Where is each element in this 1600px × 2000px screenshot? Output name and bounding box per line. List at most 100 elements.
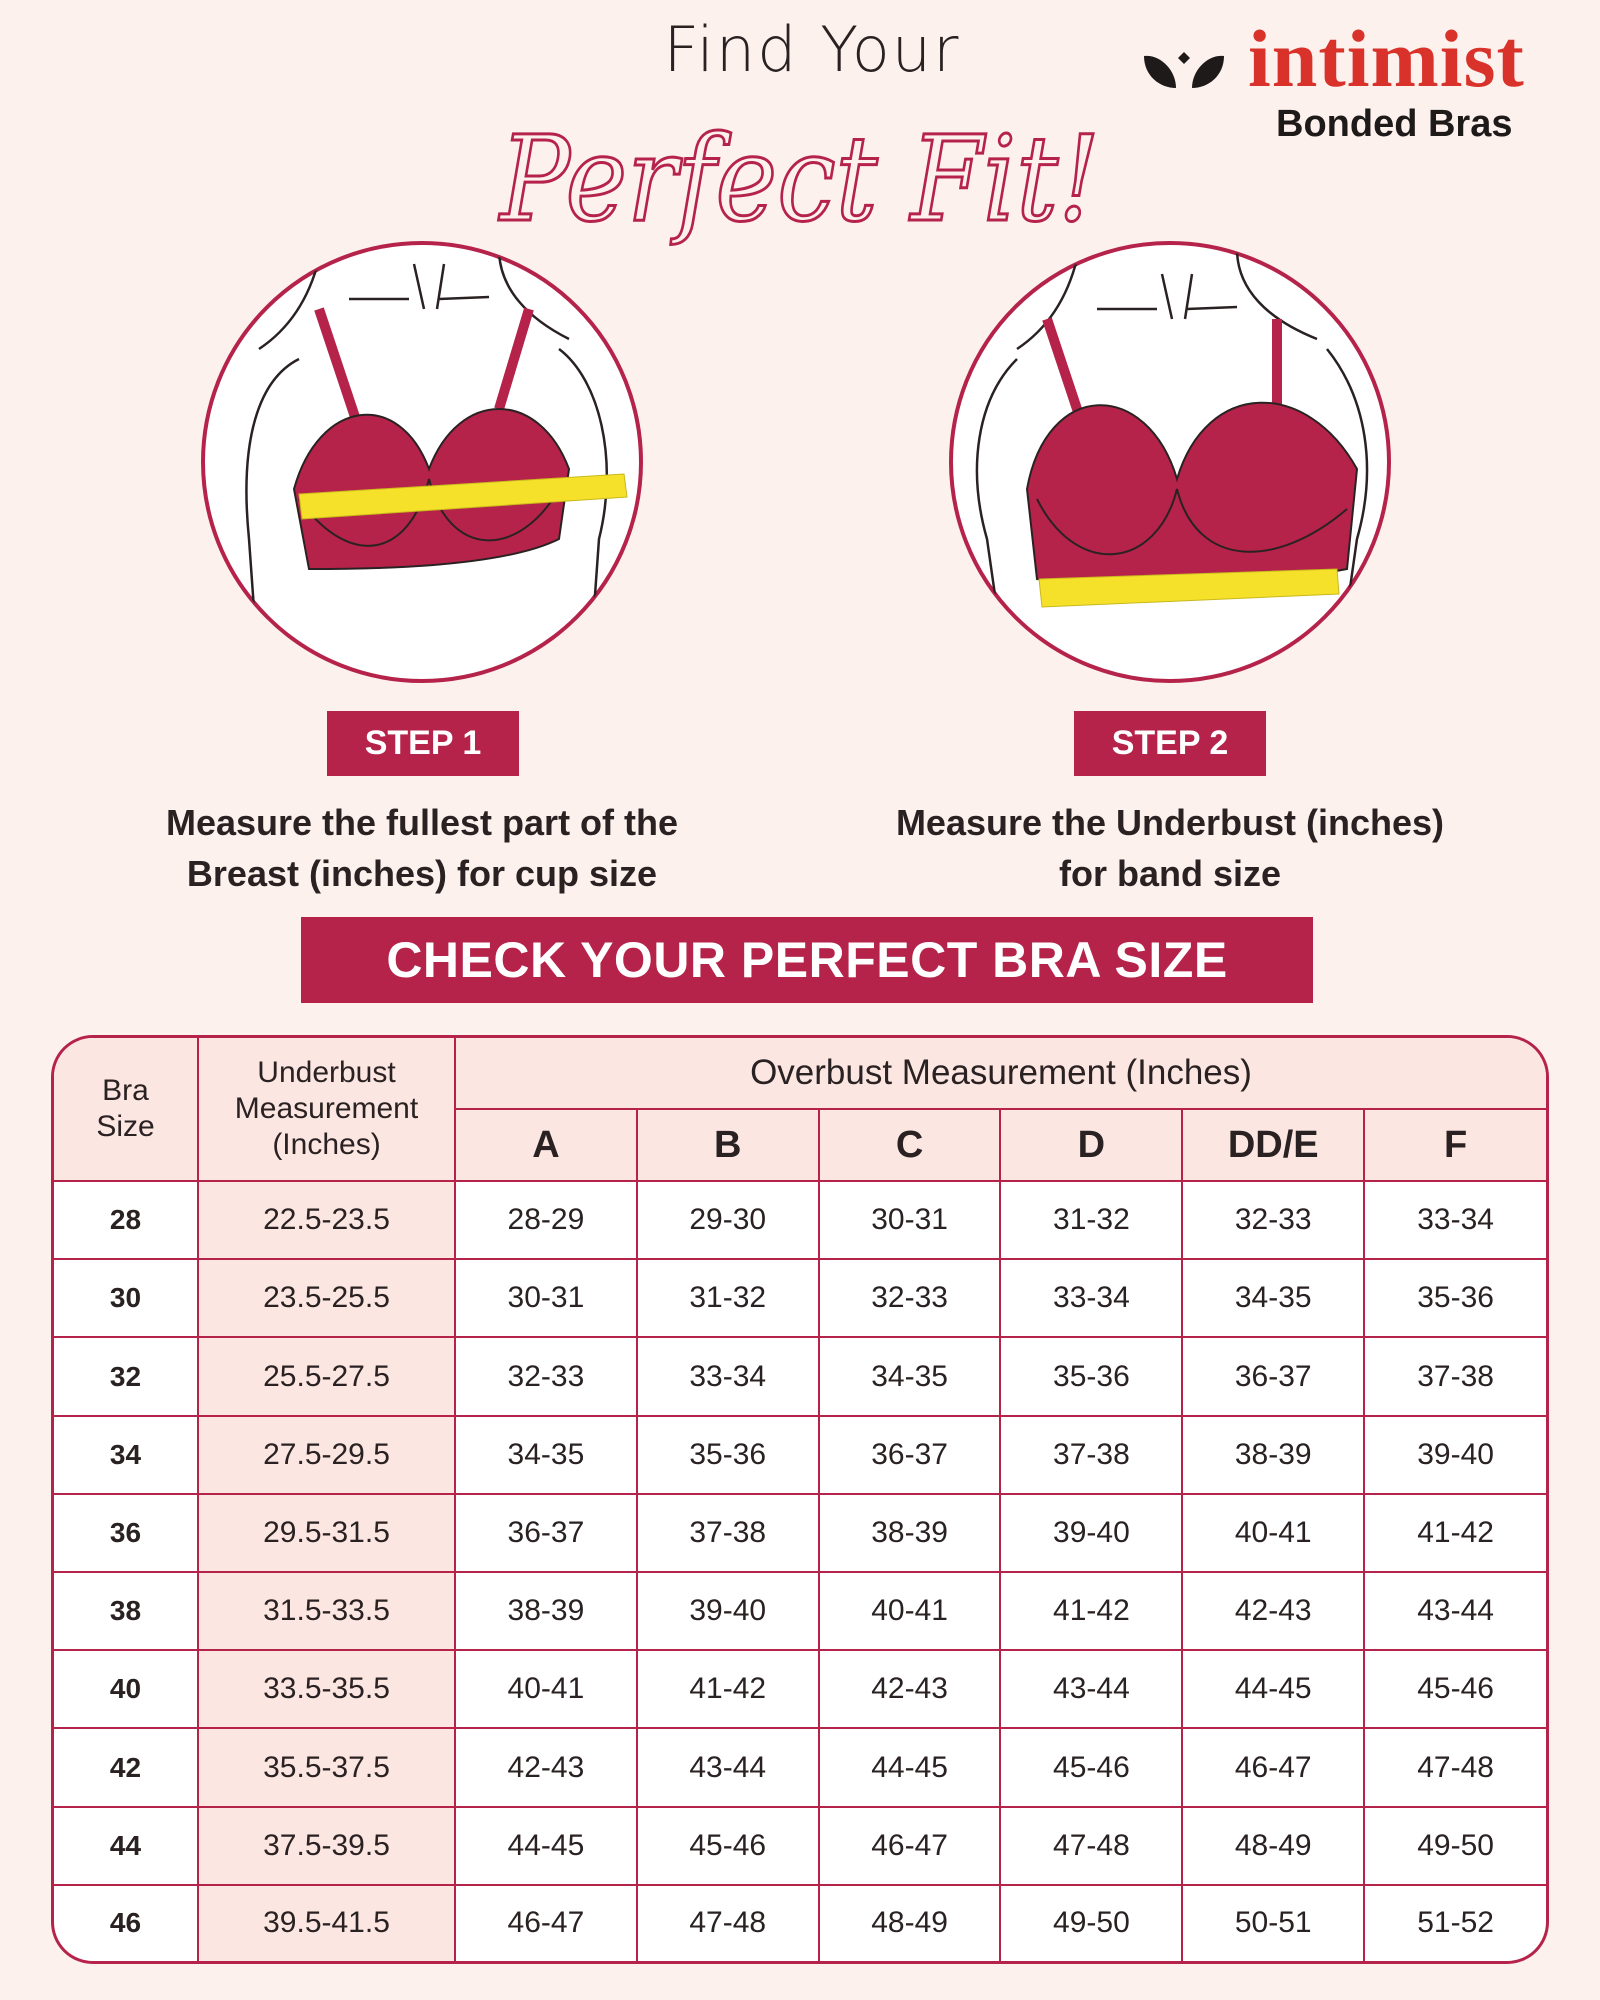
overbust-cell: 35-36 xyxy=(999,1336,1184,1417)
overbust-cell: 42-43 xyxy=(817,1649,1002,1730)
title-script-text: Perfect Fit! xyxy=(498,110,1100,248)
header-underbust: Underbust Measurement (Inches) xyxy=(197,1038,456,1182)
underbust-cell: 22.5-23.5 xyxy=(197,1179,456,1261)
table-row: 30 23.5-25.5 30-31 31-32 32-33 33-34 34-35 35-3… xyxy=(54,1258,1546,1339)
overbust-cell: 44-45 xyxy=(454,1805,638,1886)
header-cup-d: D xyxy=(999,1108,1184,1182)
overbust-cell: 46-47 xyxy=(817,1805,1002,1886)
overbust-cell: 38-39 xyxy=(1181,1414,1366,1495)
header-bra-size-line2: Size xyxy=(96,1110,155,1143)
step2-illustration xyxy=(949,241,1391,683)
header-underbust-line1: Underbust xyxy=(257,1056,396,1089)
step2-instruction: Measure the Underbust (inches) for band … xyxy=(820,797,1520,899)
overbust-cell: 32-33 xyxy=(454,1336,638,1417)
overbust-cell: 40-41 xyxy=(1181,1492,1366,1574)
overbust-cell: 41-42 xyxy=(999,1571,1184,1652)
band-size-cell: 28 xyxy=(54,1179,199,1261)
band-size-cell: 34 xyxy=(54,1414,199,1495)
overbust-cell: 33-34 xyxy=(999,1258,1184,1339)
overbust-cell: 33-34 xyxy=(1363,1179,1546,1261)
overbust-cell: 45-46 xyxy=(1363,1649,1546,1730)
overbust-cell: 46-47 xyxy=(454,1883,638,1961)
band-size-cell: 36 xyxy=(54,1492,199,1574)
header-cup-a: A xyxy=(455,1108,638,1182)
underbust-cell: 23.5-25.5 xyxy=(197,1258,456,1339)
overbust-cell: 50-51 xyxy=(1181,1883,1366,1961)
overbust-cell: 48-49 xyxy=(817,1883,1002,1961)
overbust-cell: 42-43 xyxy=(1181,1571,1366,1652)
overbust-cell: 34-35 xyxy=(1181,1258,1366,1339)
band-size-cell: 30 xyxy=(54,1258,199,1339)
overbust-cell: 41-42 xyxy=(635,1649,820,1730)
overbust-cell: 34-35 xyxy=(817,1336,1002,1417)
band-size-cell: 40 xyxy=(54,1649,199,1730)
band-size-cell: 38 xyxy=(54,1571,199,1652)
overbust-cell: 49-50 xyxy=(1363,1805,1546,1886)
overbust-cell: 32-33 xyxy=(817,1258,1002,1339)
header-cup-b: B xyxy=(635,1108,820,1182)
band-size-cell: 42 xyxy=(54,1727,199,1808)
table-row: 28 22.5-23.5 28-29 29-30 30-31 31-32 32-33 33-3… xyxy=(54,1179,1546,1261)
step1-illustration xyxy=(201,241,643,683)
overbust-cell: 45-46 xyxy=(635,1805,820,1886)
overbust-cell: 48-49 xyxy=(1181,1805,1366,1886)
overbust-cell: 43-44 xyxy=(1363,1571,1546,1652)
measuring-tape-icon xyxy=(1038,568,1340,608)
step2-line2: for band size xyxy=(1058,853,1282,894)
table-row: 42 35.5-37.5 42-43 43-44 44-45 45-46 46-47 47-4… xyxy=(54,1727,1546,1808)
table-row: 44 37.5-39.5 44-45 45-46 46-47 47-48 48-49 49-5… xyxy=(54,1805,1546,1886)
step1-badge: STEP 1 xyxy=(327,711,519,776)
overbust-cell: 31-32 xyxy=(635,1258,820,1339)
overbust-cell: 30-31 xyxy=(817,1179,1002,1261)
header-cup-c: C xyxy=(817,1108,1002,1182)
overbust-cell: 47-48 xyxy=(999,1805,1184,1886)
table-row: 34 27.5-29.5 34-35 35-36 36-37 37-38 38-39 39-4… xyxy=(54,1414,1546,1495)
header-bra-size: Bra Size xyxy=(54,1038,199,1182)
overbust-cell: 31-32 xyxy=(999,1179,1184,1261)
step1-line2: Breast (inches) for cup size xyxy=(186,853,658,894)
underbust-cell: 25.5-27.5 xyxy=(197,1336,456,1417)
underbust-cell: 29.5-31.5 xyxy=(197,1492,456,1574)
overbust-cell: 43-44 xyxy=(635,1727,820,1808)
header-underbust-line3: (Inches) xyxy=(272,1128,381,1161)
logo-subtitle: Bonded Bras xyxy=(1276,103,1513,145)
overbust-cell: 39-40 xyxy=(635,1571,820,1652)
brand-logo: intimist Bonded Bras xyxy=(1140,18,1580,148)
title-find-your: Find Your xyxy=(663,13,961,86)
underbust-cell: 39.5-41.5 xyxy=(197,1883,456,1961)
header-cup-f: F xyxy=(1363,1108,1546,1182)
overbust-cell: 41-42 xyxy=(1363,1492,1546,1574)
overbust-cell: 40-41 xyxy=(817,1571,1002,1652)
step1-line1: Measure the fullest part of the xyxy=(165,802,679,843)
overbust-cell: 46-47 xyxy=(1181,1727,1366,1808)
logo-brand-name: intimist xyxy=(1248,13,1525,104)
overbust-cell: 36-37 xyxy=(817,1414,1002,1495)
table-row: 36 29.5-31.5 36-37 37-38 38-39 39-40 40-41 41-4… xyxy=(54,1492,1546,1574)
overbust-cell: 37-38 xyxy=(999,1414,1184,1495)
measuring-tape-icon xyxy=(298,473,628,520)
header-bra-size-line1: Bra xyxy=(102,1074,149,1107)
step2-badge: STEP 2 xyxy=(1074,711,1266,776)
band-size-cell: 32 xyxy=(54,1336,199,1417)
overbust-cell: 42-43 xyxy=(454,1727,638,1808)
overbust-cell: 51-52 xyxy=(1363,1883,1546,1961)
overbust-cell: 47-48 xyxy=(635,1883,820,1961)
overbust-cell: 32-33 xyxy=(1181,1179,1366,1261)
overbust-cell: 36-37 xyxy=(454,1492,638,1574)
header-cup-dd-e: DD/E xyxy=(1181,1108,1366,1182)
table-row: 40 33.5-35.5 40-41 41-42 42-43 43-44 44-45 45-4… xyxy=(54,1649,1546,1730)
overbust-cell: 34-35 xyxy=(454,1414,638,1495)
overbust-cell: 47-48 xyxy=(1363,1727,1546,1808)
overbust-cell: 37-38 xyxy=(1363,1336,1546,1417)
overbust-cell: 36-37 xyxy=(1181,1336,1366,1417)
overbust-cell: 45-46 xyxy=(999,1727,1184,1808)
overbust-cell: 39-40 xyxy=(1363,1414,1546,1495)
overbust-cell: 35-36 xyxy=(635,1414,820,1495)
table-row: 38 31.5-33.5 38-39 39-40 40-41 41-42 42-43 43-4… xyxy=(54,1571,1546,1652)
overbust-cell: 33-34 xyxy=(635,1336,820,1417)
overbust-cell: 28-29 xyxy=(454,1179,638,1261)
overbust-cell: 35-36 xyxy=(1363,1258,1546,1339)
underbust-cell: 33.5-35.5 xyxy=(197,1649,456,1730)
header-underbust-line2: Measurement xyxy=(234,1092,419,1125)
overbust-cell: 38-39 xyxy=(454,1571,638,1652)
